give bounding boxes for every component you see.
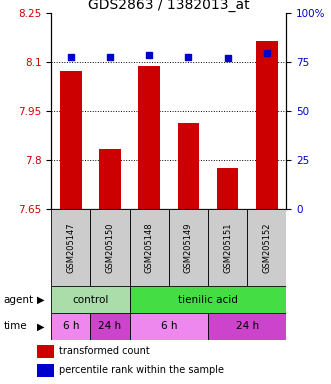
Bar: [60, 71, 82, 209]
Bar: [169, 209, 208, 286]
Text: GSM205148: GSM205148: [145, 222, 154, 273]
Text: GSM205151: GSM205151: [223, 222, 232, 273]
Text: transformed count: transformed count: [59, 346, 149, 356]
Text: GSM205147: GSM205147: [67, 222, 75, 273]
Bar: [256, 41, 277, 209]
Text: agent: agent: [3, 295, 33, 305]
Bar: [130, 313, 208, 340]
Bar: [178, 123, 199, 209]
Text: ▶: ▶: [37, 295, 45, 305]
Text: control: control: [72, 295, 109, 305]
Bar: [99, 149, 121, 209]
Bar: [130, 209, 169, 286]
Text: 24 h: 24 h: [236, 321, 259, 331]
Text: GSM205149: GSM205149: [184, 222, 193, 273]
Bar: [51, 313, 90, 340]
Text: ▶: ▶: [37, 321, 45, 331]
Bar: [130, 286, 286, 313]
Bar: [37, 345, 54, 358]
Bar: [90, 209, 130, 286]
Bar: [217, 169, 238, 209]
Bar: [138, 66, 160, 209]
Text: 24 h: 24 h: [99, 321, 121, 331]
Bar: [51, 209, 90, 286]
Bar: [208, 209, 247, 286]
Text: GSM205150: GSM205150: [106, 222, 115, 273]
Text: GSM205152: GSM205152: [262, 222, 271, 273]
Text: 6 h: 6 h: [161, 321, 177, 331]
Text: 6 h: 6 h: [63, 321, 79, 331]
Bar: [37, 364, 54, 377]
Bar: [247, 209, 286, 286]
Text: tienilic acid: tienilic acid: [178, 295, 238, 305]
Bar: [51, 286, 130, 313]
Title: GDS2863 / 1382013_at: GDS2863 / 1382013_at: [88, 0, 250, 12]
Bar: [90, 313, 130, 340]
Text: percentile rank within the sample: percentile rank within the sample: [59, 365, 224, 375]
Bar: [208, 313, 286, 340]
Text: time: time: [3, 321, 27, 331]
